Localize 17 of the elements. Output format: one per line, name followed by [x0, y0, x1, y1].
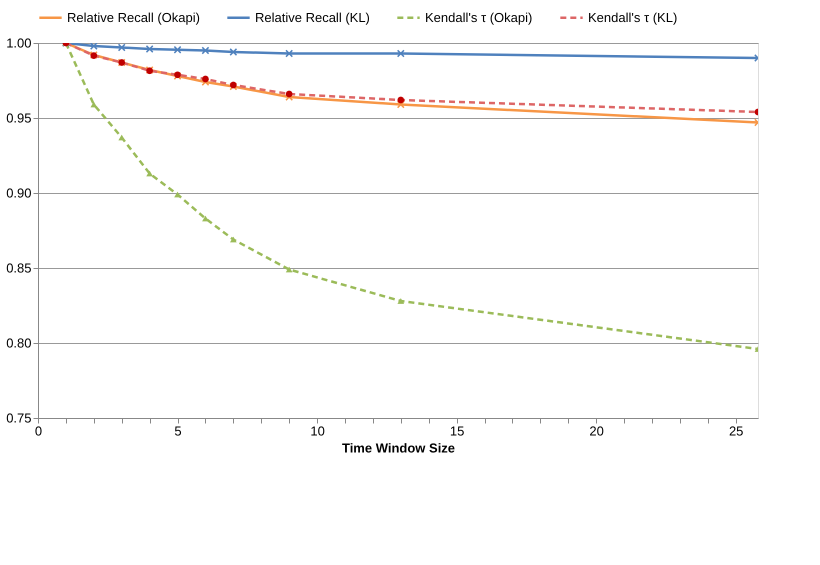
x-axis-title: Time Window Size: [342, 440, 456, 456]
y-tick-label: 0.75: [6, 410, 32, 426]
x-tick-label: 5: [174, 424, 182, 438]
x-tick-label: 20: [589, 424, 604, 438]
y-tick-label: 0.80: [6, 336, 32, 350]
y-tick-label: 0.95: [6, 110, 32, 126]
x-tick-label: 25: [728, 424, 744, 438]
y-tick-label: 0.90: [6, 186, 32, 200]
y-tick-label: 0.85: [6, 260, 32, 276]
legend-label: Relative Recall (Okapi): [67, 10, 200, 25]
legend-label: Relative Recall (KL): [255, 10, 370, 25]
x-tick-label: 15: [450, 424, 464, 438]
legend-label: Kendall's τ (Okapi): [425, 10, 532, 25]
legend-label: Kendall's τ (KL): [588, 10, 678, 25]
x-tick-label: 10: [310, 424, 325, 438]
x-tick-label: 0: [34, 424, 42, 438]
y-tick-label: 1.00: [6, 36, 32, 50]
